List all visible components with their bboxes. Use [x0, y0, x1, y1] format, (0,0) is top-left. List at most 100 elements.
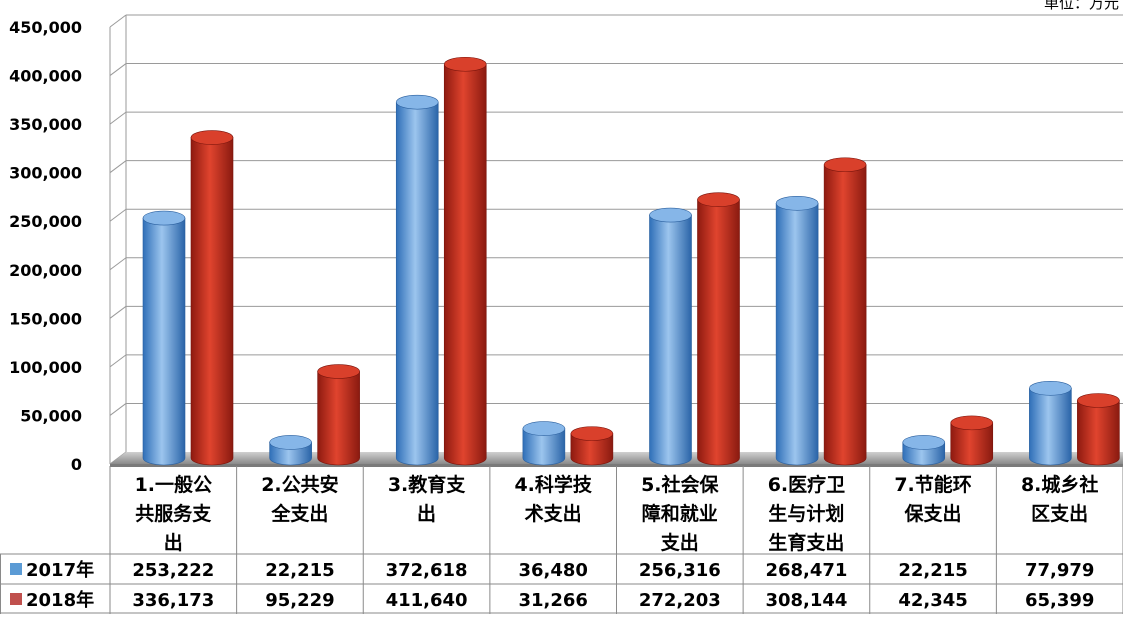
data-label: 268,471 [765, 560, 847, 581]
y-tick-label: 300,000 [9, 164, 82, 183]
bar-body [395, 101, 439, 466]
y-tick-label: 400,000 [9, 67, 82, 86]
y-tick-label: 250,000 [9, 212, 82, 231]
data-label: 77,979 [1025, 560, 1094, 581]
bar-top [190, 130, 234, 145]
x-tick-label: 出 [417, 502, 436, 525]
bar [395, 94, 439, 466]
x-tick-label: 支出 [660, 531, 699, 554]
bar [142, 210, 186, 466]
grid-layer [109, 14, 1123, 465]
x-tick-label: 3.教育支 [388, 473, 466, 496]
x-tick-label: 生与计划 [768, 502, 844, 525]
x-tick-label: 7.节能环 [894, 473, 971, 496]
x-tick-label: 8.城乡社 [1021, 473, 1098, 496]
data-table: 1.一般公共服务支出2.公共安全支出3.教育支出4.科学技术支出5.社会保障和就… [0, 466, 1123, 614]
gridline-side [109, 354, 127, 368]
bar-top [570, 426, 614, 441]
gridline-side [109, 257, 127, 271]
data-label: 22,215 [898, 560, 967, 581]
x-tick-label: 保支出 [904, 502, 962, 525]
bar-top [522, 421, 566, 436]
bar-body [823, 164, 867, 466]
data-label: 336,173 [132, 590, 214, 611]
bar [522, 421, 566, 466]
y-tick-label: 350,000 [9, 115, 82, 134]
x-tick-label: 全支出 [270, 502, 328, 525]
gridline-side [109, 403, 127, 416]
bar-top [317, 364, 360, 379]
bar [697, 192, 740, 466]
y-tick-label: 0 [71, 455, 82, 474]
bar-top [649, 207, 692, 223]
bar [775, 195, 819, 466]
y-tick-label: 450,000 [9, 18, 82, 37]
y-axis: 0 50,000 100,000 150,000 200,000 250,000 300,0… [9, 18, 111, 474]
data-label: 308,144 [765, 590, 847, 611]
bar-body [142, 217, 186, 466]
data-label: 95,229 [265, 590, 334, 611]
gridline-side [109, 208, 127, 222]
x-tick-label: 术支出 [525, 502, 582, 525]
bar-body [775, 202, 819, 466]
data-label: 272,203 [639, 590, 721, 611]
data-label: 65,399 [1025, 590, 1094, 611]
bar [570, 426, 614, 466]
data-label: 36,480 [518, 560, 587, 581]
bar-body [697, 199, 740, 466]
bar-body [1077, 400, 1120, 466]
bar [823, 157, 867, 466]
x-tick-label: 生育支出 [768, 531, 844, 554]
x-tick-label: 共服务支 [135, 502, 212, 525]
bar-body [1029, 387, 1072, 466]
data-label: 253,222 [132, 560, 214, 581]
x-tick-label: 障和就业 [642, 502, 718, 525]
x-tick-label: 区支出 [1031, 502, 1088, 525]
bar-body [190, 137, 234, 466]
bar-top [395, 94, 439, 110]
bar-top [697, 192, 740, 207]
bar-body [443, 63, 487, 466]
bar [1077, 393, 1120, 466]
chart-floor [110, 452, 1123, 467]
bar-top [269, 435, 312, 450]
bar-body [522, 428, 566, 466]
y-tick-label: 150,000 [9, 309, 82, 328]
data-label: 31,266 [518, 590, 587, 611]
bar [902, 435, 946, 466]
legend-swatch [10, 593, 22, 605]
data-label: 372,618 [386, 560, 468, 581]
bar-top [142, 210, 186, 226]
data-label: 411,640 [386, 590, 468, 611]
gridline-side [109, 111, 127, 125]
unit-note: 单位：万元 [1044, 0, 1119, 12]
bar-top [775, 195, 819, 211]
x-tick-label: 出 [164, 531, 183, 554]
gridline-side [109, 14, 127, 28]
y-tick-label: 100,000 [9, 358, 82, 377]
x-tick-label: 6.医疗卫 [768, 473, 845, 496]
bar [269, 435, 312, 466]
gridline-side [109, 305, 127, 319]
bar-top [1077, 393, 1120, 408]
y-tick-label: 50,000 [20, 406, 82, 425]
bar [443, 56, 487, 466]
bar [649, 207, 692, 466]
bar-body [950, 422, 994, 466]
bar [950, 415, 994, 466]
bars-layer [142, 56, 1120, 466]
x-tick-label: 4.科学技 [514, 473, 592, 496]
bar-body [570, 433, 614, 466]
bar-top [823, 157, 867, 173]
data-label: 256,316 [639, 560, 721, 581]
legend-label: 2017年 [26, 559, 94, 581]
data-label: 22,215 [265, 560, 334, 581]
bar-top [1029, 380, 1072, 396]
x-tick-label: 2.公共安 [261, 473, 338, 496]
bar-body [649, 214, 692, 466]
bar-body [317, 371, 360, 466]
bar [190, 130, 234, 466]
data-label: 42,345 [898, 590, 967, 611]
bar-top [950, 415, 994, 431]
